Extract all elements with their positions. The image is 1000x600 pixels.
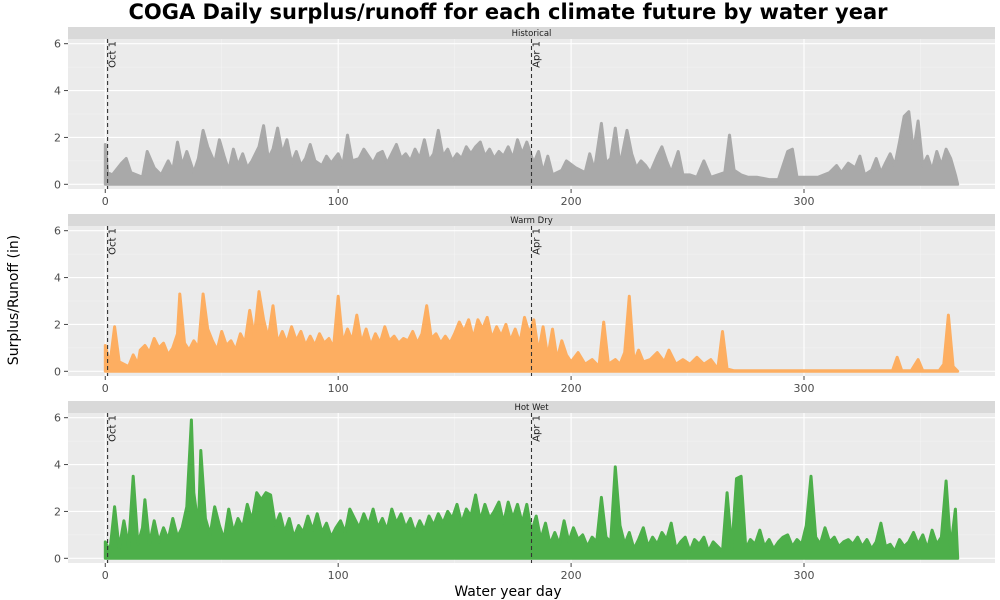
x-tick-label: 200 <box>561 382 582 395</box>
x-tick-label: 300 <box>794 382 815 395</box>
y-tick-label: 4 <box>54 85 61 98</box>
panel-strip <box>68 27 995 39</box>
panel-strip <box>68 401 995 413</box>
panel-strip-label: Warm Dry <box>510 216 552 226</box>
series-area <box>103 418 960 560</box>
y-tick-label: 2 <box>54 318 61 331</box>
reference-line-label: Oct 1 <box>108 415 119 442</box>
panel-strip-label: Historical <box>512 29 552 39</box>
x-tick-label: 300 <box>794 569 815 582</box>
y-tick-label: 0 <box>54 365 61 378</box>
y-tick-label: 2 <box>54 131 61 144</box>
panel-historical: Historical Oct 1 Apr 1 0 2 4 6 0 100 200 300 <box>54 27 995 208</box>
reference-line-label: Apr 1 <box>532 228 543 255</box>
x-tick-label: 100 <box>328 569 349 582</box>
y-tick-label: 0 <box>54 552 61 565</box>
x-tick-label: 0 <box>102 382 109 395</box>
reference-line-label: Oct 1 <box>108 228 119 255</box>
y-tick-label: 6 <box>54 412 61 425</box>
panel-warm-dry: Warm Dry Oct 1 Apr 1 0 2 4 6 0 100 200 300 <box>54 214 995 395</box>
y-tick-label: 2 <box>54 505 61 518</box>
x-tick-label: 100 <box>328 382 349 395</box>
reference-line-label: Oct 1 <box>108 41 119 68</box>
y-tick-label: 0 <box>54 178 61 191</box>
panel-hot-wet: Hot Wet Oct 1 Apr 1 0 2 4 6 0 100 200 300 <box>54 401 995 582</box>
y-axis-label: Surplus/Runoff (in) <box>6 235 22 365</box>
panel-strip-label: Hot Wet <box>514 403 549 413</box>
panel-strip <box>68 214 995 226</box>
reference-line-label: Apr 1 <box>532 415 543 442</box>
x-tick-label: 200 <box>561 569 582 582</box>
y-tick-label: 6 <box>54 225 61 238</box>
reference-line-label: Apr 1 <box>532 41 543 68</box>
y-tick-label: 4 <box>54 272 61 285</box>
y-tick-label: 6 <box>54 38 61 51</box>
x-axis-label: Water year day <box>454 584 561 600</box>
chart-title: COGA Daily surplus/runoff for each clima… <box>128 0 888 24</box>
x-tick-label: 300 <box>794 195 815 208</box>
x-tick-label: 0 <box>102 569 109 582</box>
x-tick-label: 200 <box>561 195 582 208</box>
x-tick-label: 100 <box>328 195 349 208</box>
y-tick-label: 4 <box>54 459 61 472</box>
series-area <box>103 110 960 186</box>
x-tick-label: 0 <box>102 195 109 208</box>
